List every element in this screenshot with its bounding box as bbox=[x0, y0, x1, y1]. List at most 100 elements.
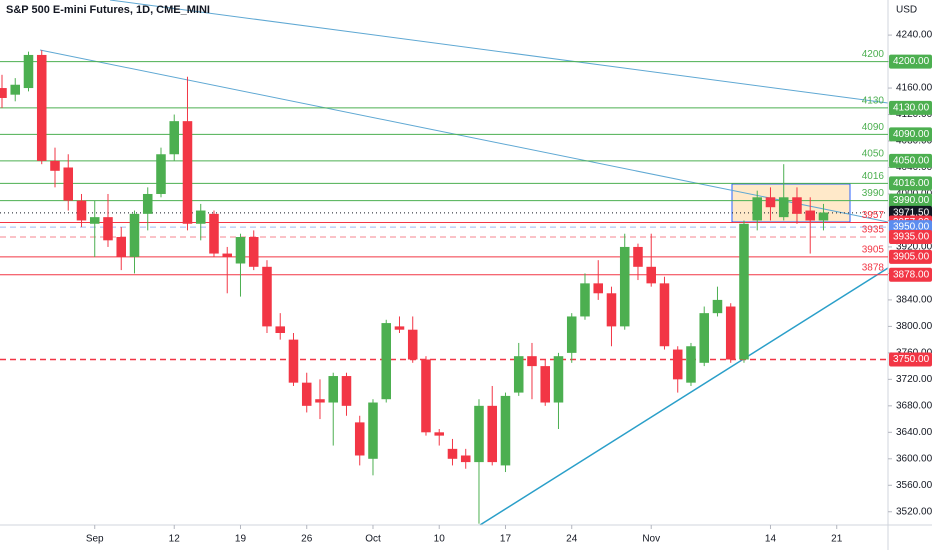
level-label: 3878 bbox=[862, 262, 885, 273]
candle-body bbox=[182, 121, 193, 224]
candle-body bbox=[76, 200, 87, 221]
candle-body bbox=[235, 237, 246, 264]
candle-body bbox=[725, 306, 736, 360]
candle-body bbox=[447, 448, 458, 459]
candle-body bbox=[275, 326, 286, 334]
candle-body bbox=[381, 323, 392, 400]
candle-body bbox=[262, 266, 272, 327]
candle-body bbox=[633, 246, 643, 267]
y-tick-label: 3840.00 bbox=[896, 295, 932, 306]
price-label-box bbox=[889, 127, 932, 142]
x-tick-label: 17 bbox=[500, 534, 512, 545]
candle-body bbox=[805, 210, 815, 221]
price-label-box bbox=[889, 267, 932, 282]
x-tick-label: Oct bbox=[365, 534, 381, 545]
candle-body bbox=[63, 167, 74, 201]
candle-body bbox=[328, 376, 339, 403]
candle-body bbox=[474, 405, 484, 463]
candle-body bbox=[142, 193, 153, 214]
candle-body bbox=[116, 237, 127, 257]
candle-body bbox=[394, 326, 405, 330]
x-tick-label: 10 bbox=[434, 534, 446, 545]
candle-body bbox=[315, 399, 325, 403]
candle-body bbox=[23, 54, 34, 89]
candle-body bbox=[646, 266, 656, 284]
y-tick-label: 3640.00 bbox=[896, 427, 932, 438]
price-label: 3878.00 bbox=[893, 269, 930, 280]
level-label: 4130 bbox=[862, 96, 885, 107]
price-label-box bbox=[889, 54, 932, 69]
candle-body bbox=[672, 349, 683, 380]
candle-body bbox=[248, 237, 259, 267]
y-tick-label: 3800.00 bbox=[896, 321, 932, 332]
candle-body bbox=[527, 356, 537, 367]
range-box bbox=[731, 183, 851, 223]
candle-body bbox=[36, 54, 47, 161]
trend-line bbox=[109, 0, 889, 104]
candle-body bbox=[50, 160, 60, 171]
candle-body bbox=[593, 283, 603, 294]
candle-body bbox=[818, 212, 829, 221]
y-tick-label: 4240.00 bbox=[896, 30, 932, 41]
candle-body bbox=[10, 84, 21, 95]
y-tick-label: 3520.00 bbox=[896, 506, 932, 517]
candle-body bbox=[89, 217, 100, 224]
candle-body bbox=[354, 422, 365, 456]
x-tick-label: Nov bbox=[642, 534, 660, 545]
candle-body bbox=[513, 356, 524, 393]
level-label: 4090 bbox=[862, 122, 885, 133]
price-label-box bbox=[889, 230, 932, 245]
candle-body bbox=[195, 210, 206, 224]
price-label-box bbox=[889, 100, 932, 115]
price-label: 4130.00 bbox=[893, 103, 930, 114]
candle-body bbox=[407, 329, 418, 360]
price-label: 4090.00 bbox=[893, 129, 930, 140]
x-tick-label: 26 bbox=[301, 534, 313, 545]
price-label-box bbox=[889, 176, 932, 191]
candle-body bbox=[0, 88, 7, 98]
x-tick-label: Sep bbox=[86, 534, 104, 545]
chart-title: S&P 500 E-mini Futures, 1D, CME_MINI bbox=[6, 4, 210, 16]
candle-body bbox=[209, 213, 219, 254]
price-label: 4016.00 bbox=[893, 178, 930, 189]
trend-line bbox=[479, 267, 889, 526]
price-label: 4200.00 bbox=[893, 56, 930, 67]
candle-body bbox=[169, 121, 180, 155]
y-tick-label: 3720.00 bbox=[896, 374, 932, 385]
candle-body bbox=[368, 402, 378, 459]
y-tick-label: 3680.00 bbox=[896, 400, 932, 411]
candle-body bbox=[699, 313, 709, 363]
candle-body bbox=[659, 283, 670, 347]
candle-body bbox=[712, 299, 723, 314]
level-label: 3935 bbox=[862, 225, 885, 236]
x-tick-label: 12 bbox=[169, 534, 181, 545]
axis-unit: USD bbox=[896, 5, 917, 16]
price-label: 3750.00 bbox=[893, 354, 930, 365]
candle-body bbox=[103, 217, 113, 241]
price-label: 3905.00 bbox=[893, 252, 930, 263]
candle-body bbox=[606, 293, 617, 327]
candle-body bbox=[566, 316, 577, 353]
candle-body bbox=[540, 366, 550, 403]
level-label: 4016 bbox=[862, 171, 885, 182]
level-label: 4050 bbox=[862, 149, 885, 160]
candle-body bbox=[765, 197, 776, 208]
x-tick-label: 24 bbox=[566, 534, 578, 545]
candle-body bbox=[553, 356, 564, 403]
candle-body bbox=[421, 359, 431, 433]
level-label: 4200 bbox=[862, 49, 885, 60]
candle-body bbox=[739, 223, 749, 360]
candle-body bbox=[686, 346, 696, 383]
candle-body bbox=[580, 283, 590, 317]
candle-body bbox=[619, 246, 630, 327]
candle-body bbox=[752, 197, 762, 221]
level-label: 3990 bbox=[862, 188, 885, 199]
price-label-box bbox=[889, 193, 932, 208]
y-tick-label: 3600.00 bbox=[896, 453, 932, 464]
price-label: 3950.00 bbox=[893, 222, 930, 233]
level-label: 3905 bbox=[862, 245, 885, 256]
candle-body bbox=[460, 455, 471, 463]
price-label: 3935.00 bbox=[893, 232, 930, 243]
trend-line bbox=[39, 49, 889, 223]
